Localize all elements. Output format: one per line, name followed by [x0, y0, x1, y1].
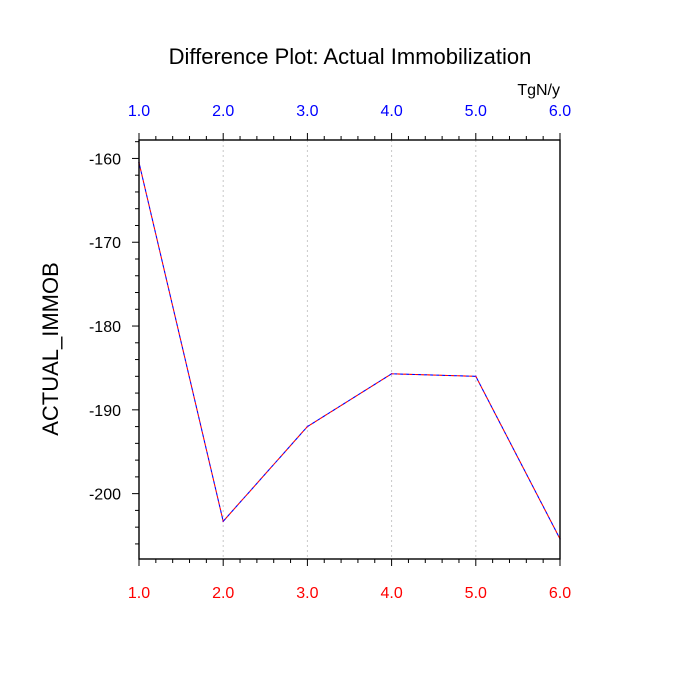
x-tick-label-bottom: 2.0: [212, 585, 234, 602]
tick-labels: 1.0 1.0 2.0 2.0 3.0 3.0 4.0 4.0 5.0 5.0 6.0 6.0 -160…: [89, 103, 571, 602]
x-tick-label-top: 5.0: [465, 103, 487, 120]
axis-ticks: [132, 133, 561, 566]
x-tick-label-top: 1.0: [128, 103, 150, 120]
y-tick-label: -200: [89, 487, 121, 504]
y-tick-label: -160: [89, 151, 121, 168]
x-tick-label-bottom: 6.0: [549, 585, 571, 602]
y-tick-label: -180: [89, 319, 121, 336]
series-layer: [138, 161, 561, 540]
data-point: [475, 375, 477, 378]
data-point: [222, 520, 224, 523]
data-point: [306, 425, 309, 428]
units-label: TgN/y: [517, 82, 560, 99]
x-tick-label-bottom: 1.0: [128, 585, 150, 602]
y-tick-label: -170: [89, 235, 121, 252]
data-point: [390, 373, 393, 375]
x-tick-label-bottom: 3.0: [296, 585, 318, 602]
x-tick-label-top: 2.0: [212, 103, 234, 120]
plot-frame: [138, 139, 561, 560]
x-tick-label-top: 3.0: [296, 103, 318, 120]
y-tick-label: -190: [89, 403, 121, 420]
grid-lines: [222, 140, 477, 559]
series-line-red: [138, 162, 561, 540]
x-tick-label-top: 4.0: [380, 103, 402, 120]
series-line-blue: [138, 162, 561, 540]
x-tick-label-bottom: 5.0: [465, 585, 487, 602]
x-tick-label-bottom: 4.0: [380, 585, 402, 602]
x-tick-label-top: 6.0: [549, 103, 571, 120]
y-axis-label: ACTUAL_IMMOB: [38, 262, 63, 436]
chart-title: Difference Plot: Actual Immobilization: [169, 44, 532, 69]
